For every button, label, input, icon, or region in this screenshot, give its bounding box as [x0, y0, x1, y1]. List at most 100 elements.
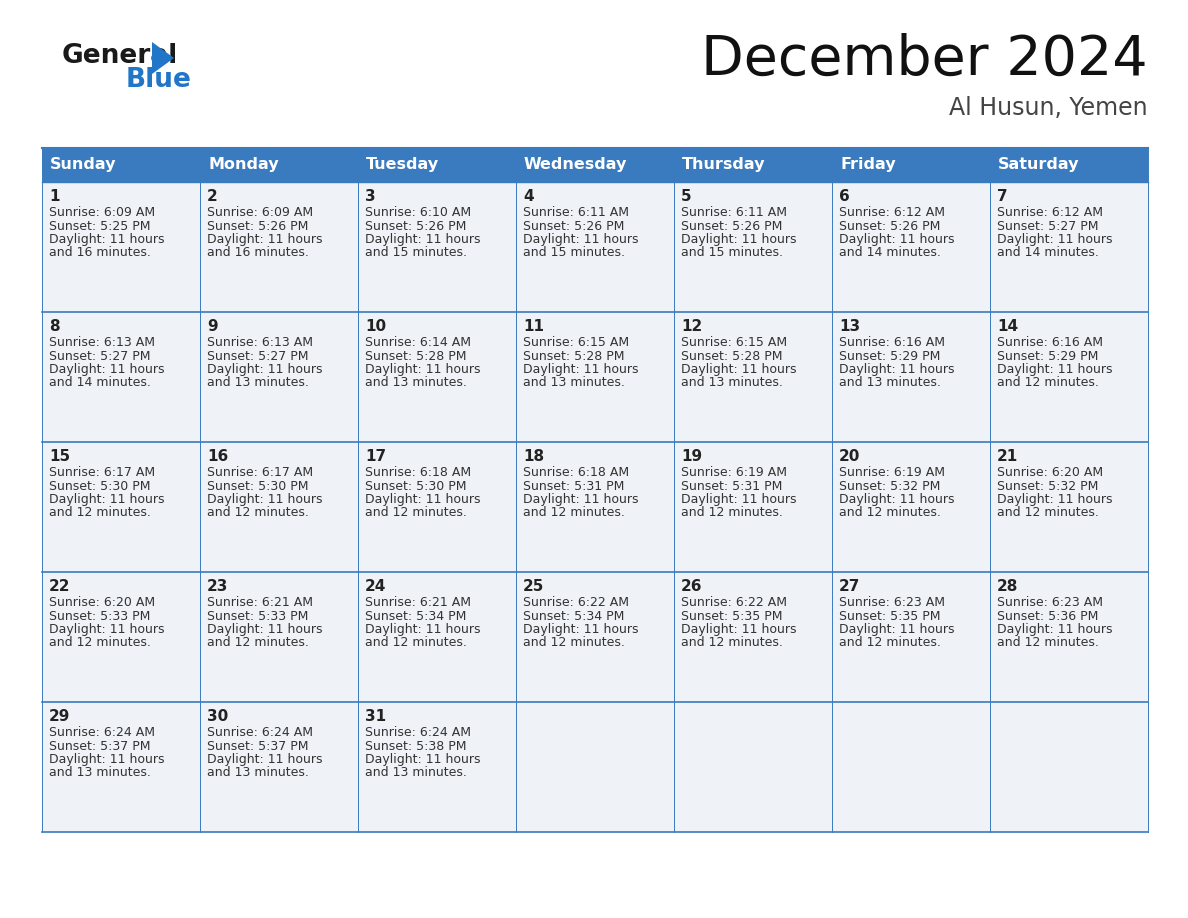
Text: Saturday: Saturday — [998, 158, 1080, 173]
Text: Daylight: 11 hours: Daylight: 11 hours — [365, 493, 480, 506]
Text: 15: 15 — [49, 449, 70, 464]
Text: 24: 24 — [365, 579, 386, 594]
Polygon shape — [152, 42, 173, 74]
Text: Daylight: 11 hours: Daylight: 11 hours — [523, 363, 638, 376]
Text: Daylight: 11 hours: Daylight: 11 hours — [49, 493, 164, 506]
Text: Daylight: 11 hours: Daylight: 11 hours — [207, 493, 322, 506]
Text: Sunset: 5:28 PM: Sunset: 5:28 PM — [681, 350, 783, 363]
Text: Sunset: 5:31 PM: Sunset: 5:31 PM — [523, 479, 625, 492]
Text: Sunrise: 6:10 AM: Sunrise: 6:10 AM — [365, 206, 472, 219]
Text: Sunset: 5:28 PM: Sunset: 5:28 PM — [365, 350, 467, 363]
Text: Sunrise: 6:11 AM: Sunrise: 6:11 AM — [523, 206, 628, 219]
Text: and 13 minutes.: and 13 minutes. — [839, 376, 941, 389]
Text: 17: 17 — [365, 449, 386, 464]
Text: Sunrise: 6:19 AM: Sunrise: 6:19 AM — [681, 466, 786, 479]
Text: 1: 1 — [49, 189, 59, 204]
Text: Daylight: 11 hours: Daylight: 11 hours — [997, 623, 1112, 636]
Text: Sunset: 5:33 PM: Sunset: 5:33 PM — [207, 610, 309, 622]
Text: and 13 minutes.: and 13 minutes. — [207, 376, 309, 389]
Text: 25: 25 — [523, 579, 544, 594]
Bar — [42, 702, 1148, 832]
Text: Sunrise: 6:16 AM: Sunrise: 6:16 AM — [997, 336, 1102, 349]
Text: Sunrise: 6:19 AM: Sunrise: 6:19 AM — [839, 466, 944, 479]
Text: 9: 9 — [207, 319, 217, 334]
Text: Daylight: 11 hours: Daylight: 11 hours — [997, 493, 1112, 506]
Text: Daylight: 11 hours: Daylight: 11 hours — [997, 363, 1112, 376]
Text: Sunrise: 6:24 AM: Sunrise: 6:24 AM — [49, 726, 154, 739]
Text: 6: 6 — [839, 189, 849, 204]
Text: Sunset: 5:33 PM: Sunset: 5:33 PM — [49, 610, 151, 622]
Text: Sunset: 5:30 PM: Sunset: 5:30 PM — [207, 479, 309, 492]
Text: and 12 minutes.: and 12 minutes. — [207, 507, 309, 520]
Text: and 12 minutes.: and 12 minutes. — [681, 507, 783, 520]
Text: Daylight: 11 hours: Daylight: 11 hours — [49, 363, 164, 376]
Text: Daylight: 11 hours: Daylight: 11 hours — [839, 493, 954, 506]
Text: Daylight: 11 hours: Daylight: 11 hours — [49, 753, 164, 766]
Text: Sunrise: 6:23 AM: Sunrise: 6:23 AM — [839, 596, 944, 609]
Text: Al Husun, Yemen: Al Husun, Yemen — [949, 96, 1148, 120]
Text: and 13 minutes.: and 13 minutes. — [365, 767, 467, 779]
Text: 28: 28 — [997, 579, 1018, 594]
Text: 26: 26 — [681, 579, 702, 594]
Text: Sunset: 5:32 PM: Sunset: 5:32 PM — [997, 479, 1099, 492]
Text: and 12 minutes.: and 12 minutes. — [365, 507, 467, 520]
Text: Daylight: 11 hours: Daylight: 11 hours — [681, 493, 796, 506]
Text: Tuesday: Tuesday — [366, 158, 440, 173]
Text: Daylight: 11 hours: Daylight: 11 hours — [365, 233, 480, 246]
Text: Daylight: 11 hours: Daylight: 11 hours — [523, 233, 638, 246]
Text: 20: 20 — [839, 449, 860, 464]
Text: and 15 minutes.: and 15 minutes. — [523, 247, 625, 260]
Text: 22: 22 — [49, 579, 70, 594]
Text: Daylight: 11 hours: Daylight: 11 hours — [365, 623, 480, 636]
Text: and 14 minutes.: and 14 minutes. — [997, 247, 1099, 260]
Text: 19: 19 — [681, 449, 702, 464]
Text: Sunset: 5:37 PM: Sunset: 5:37 PM — [49, 740, 151, 753]
Text: 10: 10 — [365, 319, 386, 334]
Text: 4: 4 — [523, 189, 533, 204]
Text: Daylight: 11 hours: Daylight: 11 hours — [365, 363, 480, 376]
Text: Sunset: 5:29 PM: Sunset: 5:29 PM — [839, 350, 941, 363]
Text: Daylight: 11 hours: Daylight: 11 hours — [839, 363, 954, 376]
Text: Sunrise: 6:24 AM: Sunrise: 6:24 AM — [207, 726, 312, 739]
Text: Sunset: 5:27 PM: Sunset: 5:27 PM — [49, 350, 151, 363]
Text: Sunrise: 6:21 AM: Sunrise: 6:21 AM — [365, 596, 470, 609]
Text: Daylight: 11 hours: Daylight: 11 hours — [681, 623, 796, 636]
Text: 14: 14 — [997, 319, 1018, 334]
Text: and 12 minutes.: and 12 minutes. — [997, 507, 1099, 520]
Text: 12: 12 — [681, 319, 702, 334]
Text: Sunset: 5:27 PM: Sunset: 5:27 PM — [997, 219, 1099, 232]
Text: Sunrise: 6:18 AM: Sunrise: 6:18 AM — [523, 466, 630, 479]
Text: Friday: Friday — [840, 158, 896, 173]
Text: Sunset: 5:35 PM: Sunset: 5:35 PM — [839, 610, 941, 622]
Text: Sunrise: 6:22 AM: Sunrise: 6:22 AM — [681, 596, 786, 609]
Text: 23: 23 — [207, 579, 228, 594]
Text: Sunset: 5:34 PM: Sunset: 5:34 PM — [365, 610, 467, 622]
Text: and 15 minutes.: and 15 minutes. — [365, 247, 467, 260]
Text: and 13 minutes.: and 13 minutes. — [207, 767, 309, 779]
Text: and 12 minutes.: and 12 minutes. — [997, 376, 1099, 389]
Text: 27: 27 — [839, 579, 860, 594]
Text: Sunset: 5:35 PM: Sunset: 5:35 PM — [681, 610, 783, 622]
Text: Daylight: 11 hours: Daylight: 11 hours — [207, 363, 322, 376]
Text: Sunrise: 6:20 AM: Sunrise: 6:20 AM — [997, 466, 1104, 479]
Text: Sunset: 5:26 PM: Sunset: 5:26 PM — [839, 219, 941, 232]
Text: Daylight: 11 hours: Daylight: 11 hours — [523, 623, 638, 636]
Text: and 14 minutes.: and 14 minutes. — [49, 376, 151, 389]
Text: Daylight: 11 hours: Daylight: 11 hours — [365, 753, 480, 766]
Text: Sunset: 5:32 PM: Sunset: 5:32 PM — [839, 479, 941, 492]
Text: and 14 minutes.: and 14 minutes. — [839, 247, 941, 260]
Text: and 12 minutes.: and 12 minutes. — [839, 636, 941, 650]
Text: Sunrise: 6:12 AM: Sunrise: 6:12 AM — [839, 206, 944, 219]
Text: Daylight: 11 hours: Daylight: 11 hours — [49, 233, 164, 246]
Text: Sunrise: 6:13 AM: Sunrise: 6:13 AM — [207, 336, 312, 349]
Text: Sunset: 5:29 PM: Sunset: 5:29 PM — [997, 350, 1099, 363]
Text: Sunrise: 6:16 AM: Sunrise: 6:16 AM — [839, 336, 944, 349]
Text: December 2024: December 2024 — [701, 33, 1148, 87]
Text: Sunset: 5:38 PM: Sunset: 5:38 PM — [365, 740, 467, 753]
Text: and 12 minutes.: and 12 minutes. — [839, 507, 941, 520]
Text: Daylight: 11 hours: Daylight: 11 hours — [49, 623, 164, 636]
Text: Daylight: 11 hours: Daylight: 11 hours — [207, 623, 322, 636]
Text: Sunset: 5:26 PM: Sunset: 5:26 PM — [365, 219, 467, 232]
Text: and 16 minutes.: and 16 minutes. — [49, 247, 151, 260]
Text: Sunrise: 6:17 AM: Sunrise: 6:17 AM — [207, 466, 314, 479]
